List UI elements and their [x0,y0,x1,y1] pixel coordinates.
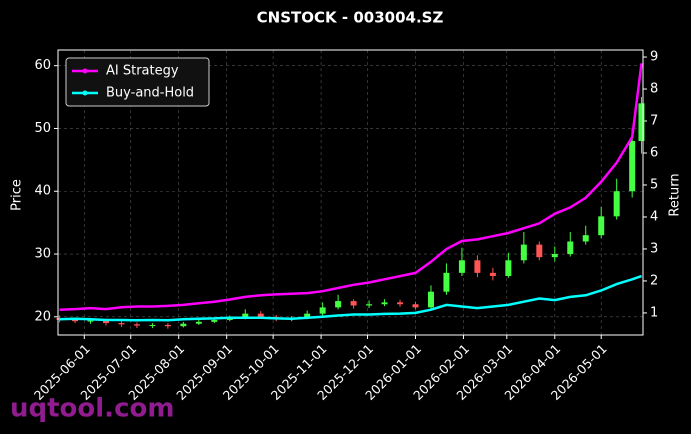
candle-body [350,301,357,306]
candle-body [164,324,171,327]
candle-body [211,319,218,322]
y-tick-label: 60 [34,58,51,73]
candle-body [567,241,574,255]
candle-body [242,313,249,319]
candle-body [133,324,140,326]
candle-body [195,321,202,324]
candle-body [226,318,233,320]
candle-body [87,320,94,322]
candle-body [505,260,512,276]
candle-body [613,191,620,217]
legend-marker [82,90,88,96]
y2-tick-label: 1 [650,305,658,320]
y-tick-label: 30 [34,247,51,262]
candle-body [118,323,125,325]
y-tick-label: 20 [34,309,51,324]
candle-body [257,313,264,317]
candle-body [335,301,342,308]
y2-tick-label: 4 [650,209,658,224]
legend-label: Buy-and-Hold [106,86,194,101]
y2-tick-label: 7 [650,114,658,129]
chart-title: CNSTOCK - 003004.SZ [257,9,444,27]
candle-body [638,103,645,142]
legend-label: AI Strategy [106,64,179,79]
plot-frame [57,49,644,336]
candle-body [520,244,527,261]
legend-box [65,57,210,107]
series-line [59,63,643,311]
candle-body [474,260,481,273]
y2-tick-label: 2 [650,273,658,288]
series-line [59,274,642,322]
candle-body [582,235,589,242]
y-tick-label: 40 [34,184,51,199]
candle-body [427,291,434,308]
candle-body [304,313,311,319]
y2-tick-label: 6 [650,145,658,160]
y2-axis-label: Return [668,173,683,216]
candle-body [443,272,450,292]
candle-body [458,260,465,273]
y-axis-label: Price [10,179,25,211]
candle-body [536,244,543,258]
candle-body [102,320,109,324]
watermark: uqtool.com [10,394,174,424]
candle-body [381,302,388,305]
candle-body [180,323,187,327]
candle-body [551,254,558,258]
candle-body [397,302,404,305]
candle-body [629,141,636,192]
y2-tick-label: 3 [650,241,658,256]
y2-tick-label: 9 [650,50,658,65]
candle-body [319,307,326,314]
y2-tick-label: 5 [650,177,658,192]
y-tick-label: 50 [34,121,51,136]
candle-body [598,216,605,236]
candle-body [366,304,373,306]
candle-body [412,304,419,308]
y2-tick-label: 8 [650,82,658,97]
candle-body [149,324,156,326]
candle-body [489,272,496,276]
legend-marker [82,68,88,74]
candle-body [72,319,79,322]
